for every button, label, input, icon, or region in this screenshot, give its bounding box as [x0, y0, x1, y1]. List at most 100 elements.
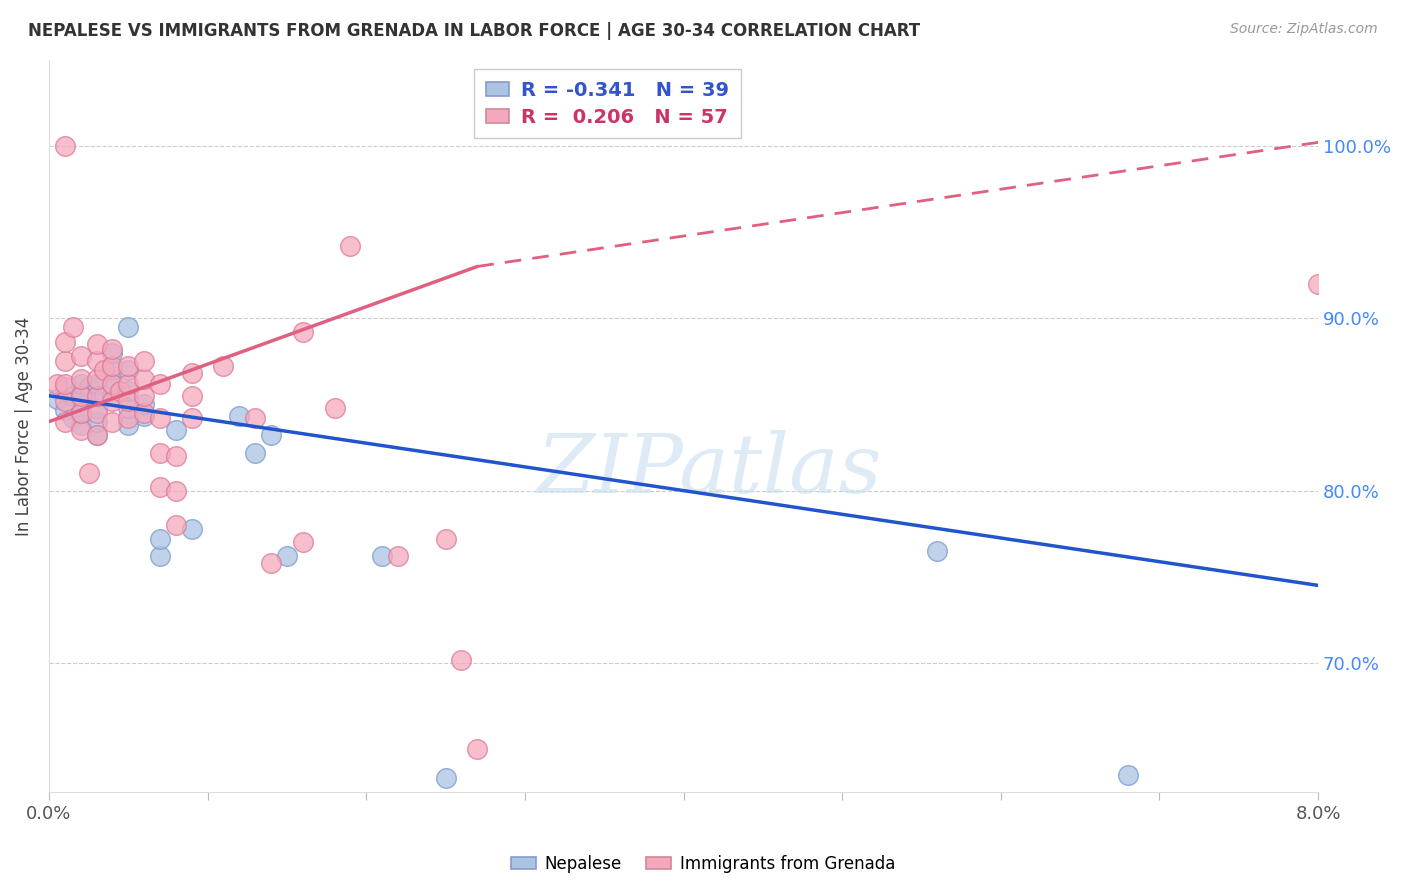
Point	[117, 363, 139, 377]
Point	[245, 411, 267, 425]
Text: NEPALESE VS IMMIGRANTS FROM GRENADA IN LABOR FORCE | AGE 30-34 CORRELATION CHART: NEPALESE VS IMMIGRANTS FROM GRENADA IN L…	[28, 22, 921, 40]
Point	[117, 359, 139, 374]
Point	[434, 532, 457, 546]
Point	[180, 367, 202, 381]
Point	[180, 411, 202, 425]
Point	[149, 411, 172, 425]
Legend: Nepalese, Immigrants from Grenada: Nepalese, Immigrants from Grenada	[505, 848, 901, 880]
Point	[69, 406, 91, 420]
Point	[53, 354, 76, 368]
Point	[62, 389, 84, 403]
Point	[134, 397, 156, 411]
Point	[134, 371, 156, 385]
Point	[101, 389, 124, 403]
Point	[134, 389, 156, 403]
Point	[117, 384, 139, 398]
Point	[45, 376, 67, 391]
Point	[86, 354, 108, 368]
Point	[53, 138, 76, 153]
Point	[69, 371, 91, 385]
Point	[93, 389, 115, 403]
Point	[276, 549, 298, 563]
Point	[260, 428, 283, 442]
Point	[101, 376, 124, 391]
Point	[101, 376, 124, 391]
Point	[77, 380, 100, 394]
Point	[245, 445, 267, 459]
Point	[149, 445, 172, 459]
Point	[117, 319, 139, 334]
Point	[450, 652, 472, 666]
Point	[53, 393, 76, 408]
Point	[86, 337, 108, 351]
Point	[117, 376, 139, 391]
Point	[117, 411, 139, 425]
Y-axis label: In Labor Force | Age 30-34: In Labor Force | Age 30-34	[15, 317, 32, 535]
Point	[134, 409, 156, 424]
Point	[93, 363, 115, 377]
Point	[149, 549, 172, 563]
Point	[387, 549, 409, 563]
Point	[62, 411, 84, 425]
Point	[165, 483, 187, 498]
Point	[69, 389, 91, 403]
Point	[110, 384, 132, 398]
Point	[53, 415, 76, 429]
Point	[101, 415, 124, 429]
Point	[165, 423, 187, 437]
Point	[117, 418, 139, 433]
Point	[149, 480, 172, 494]
Point	[86, 371, 108, 385]
Point	[371, 549, 394, 563]
Point	[86, 401, 108, 415]
Point	[86, 428, 108, 442]
Point	[45, 392, 67, 407]
Point	[117, 393, 139, 408]
Point	[53, 335, 76, 350]
Point	[101, 343, 124, 357]
Point	[101, 359, 124, 374]
Point	[927, 544, 949, 558]
Point	[69, 418, 91, 433]
Point	[69, 392, 91, 407]
Point	[101, 363, 124, 377]
Point	[1308, 277, 1330, 291]
Point	[86, 415, 108, 429]
Point	[62, 319, 84, 334]
Text: Source: ZipAtlas.com: Source: ZipAtlas.com	[1230, 22, 1378, 37]
Point	[53, 376, 76, 391]
Point	[165, 518, 187, 533]
Point	[465, 742, 488, 756]
Point	[165, 449, 187, 463]
Point	[291, 535, 314, 549]
Point	[228, 409, 250, 424]
Point	[149, 532, 172, 546]
Point	[180, 522, 202, 536]
Point	[291, 325, 314, 339]
Point	[86, 389, 108, 403]
Point	[1116, 768, 1139, 782]
Point	[86, 428, 108, 442]
Point	[86, 389, 108, 403]
Point	[53, 402, 76, 417]
Point	[86, 406, 108, 420]
Point	[69, 423, 91, 437]
Point	[69, 349, 91, 363]
Point	[69, 376, 91, 391]
Point	[101, 345, 124, 359]
Point	[180, 389, 202, 403]
Point	[134, 406, 156, 420]
Point	[323, 401, 346, 415]
Point	[134, 354, 156, 368]
Point	[101, 393, 124, 408]
Point	[69, 406, 91, 420]
Point	[86, 376, 108, 391]
Text: ZIPatlas: ZIPatlas	[536, 430, 882, 510]
Point	[212, 359, 235, 374]
Point	[434, 772, 457, 786]
Point	[77, 467, 100, 481]
Point	[53, 380, 76, 394]
Legend: R = -0.341   N = 39, R =  0.206   N = 57: R = -0.341 N = 39, R = 0.206 N = 57	[474, 70, 741, 138]
Point	[149, 376, 172, 391]
Point	[117, 401, 139, 415]
